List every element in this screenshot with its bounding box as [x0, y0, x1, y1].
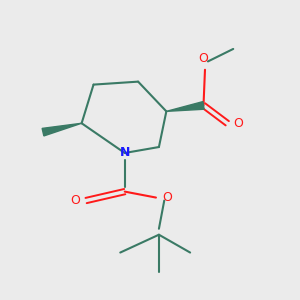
- Text: O: O: [162, 191, 172, 204]
- Polygon shape: [166, 102, 204, 111]
- Text: O: O: [234, 117, 244, 130]
- Polygon shape: [42, 123, 82, 136]
- Text: O: O: [199, 52, 208, 65]
- Text: N: N: [119, 146, 130, 160]
- Text: O: O: [70, 194, 80, 207]
